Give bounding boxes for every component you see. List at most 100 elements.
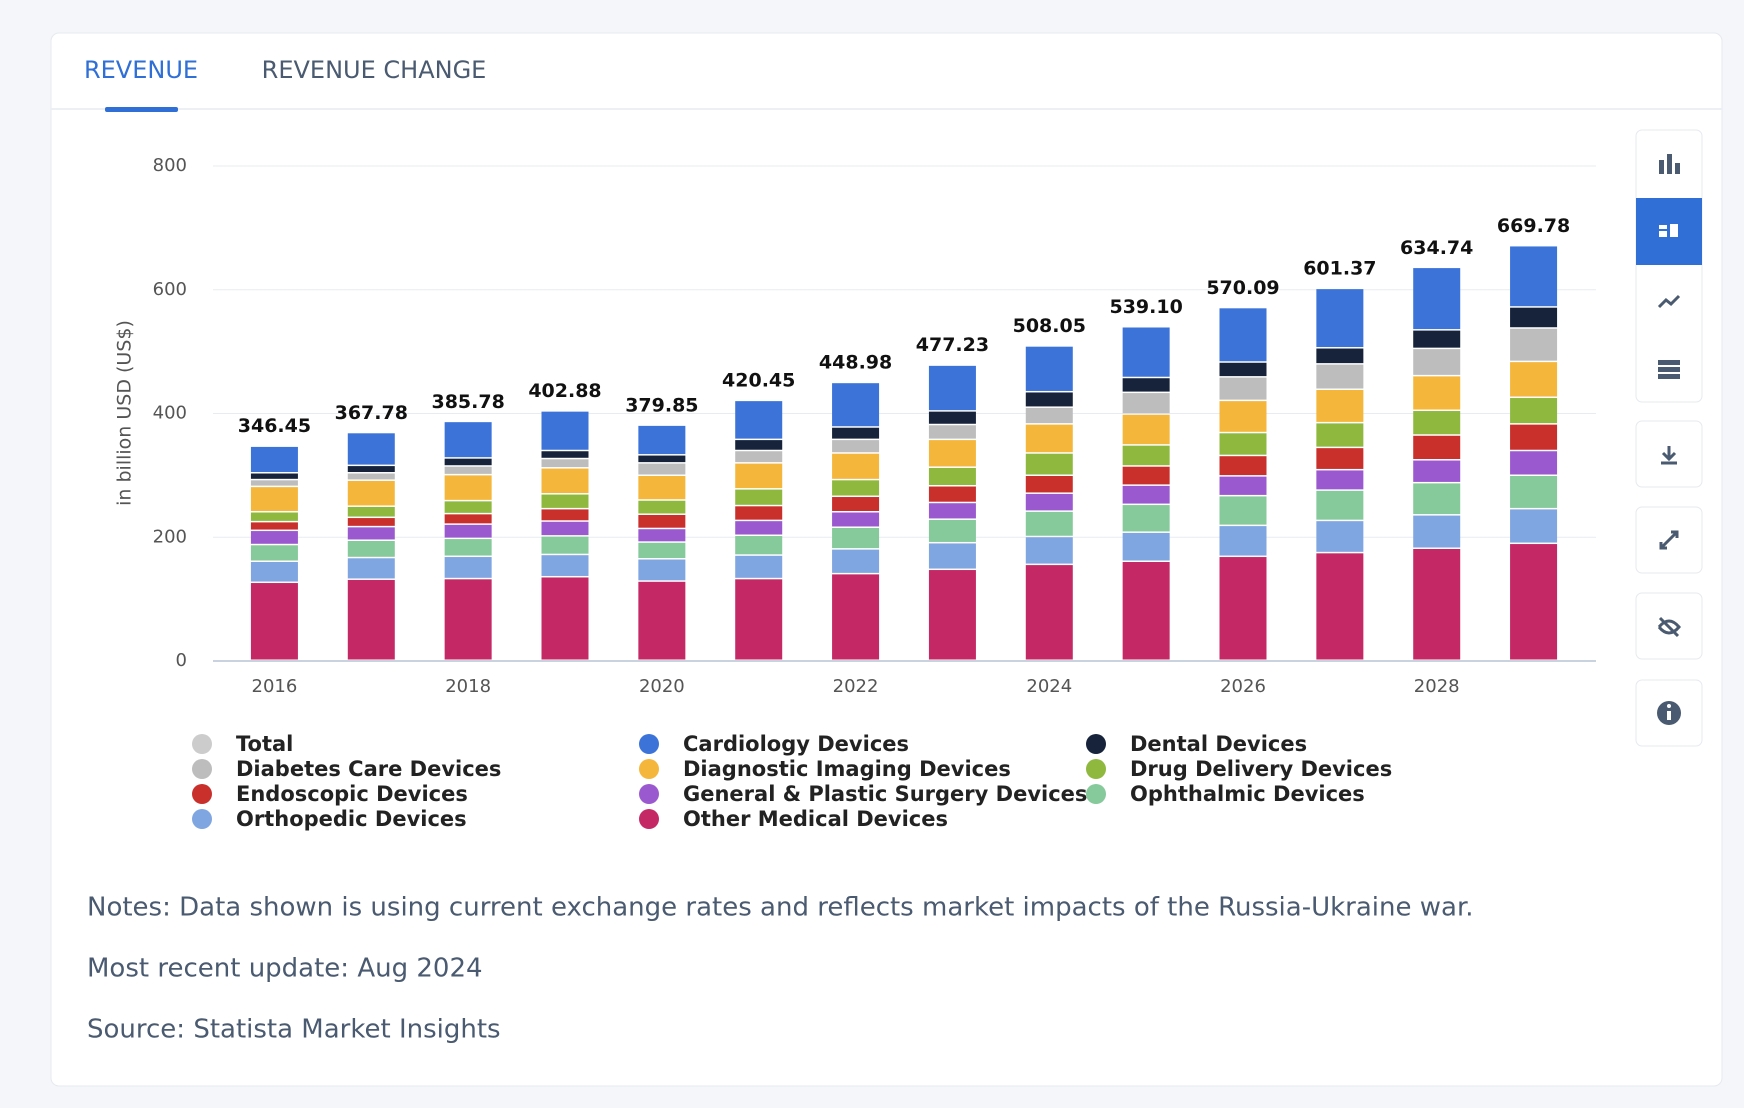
bar-segment [444, 524, 492, 538]
legend-marker[interactable] [639, 809, 659, 829]
bar-segment [1316, 521, 1364, 552]
bar-segment [1122, 327, 1170, 377]
bar-segment [832, 512, 880, 527]
tab-revenue[interactable]: REVENUE [84, 56, 198, 84]
total-label: 539.10 [1109, 296, 1182, 318]
bar-segment [735, 489, 783, 505]
bar-segment [1510, 328, 1558, 361]
bar-segment [1316, 448, 1364, 469]
legend-marker[interactable] [192, 734, 212, 754]
legend-label[interactable]: General & Plastic Surgery Devices [683, 782, 1087, 806]
bar-segment [928, 365, 976, 411]
stacked-view-button[interactable] [1636, 198, 1702, 265]
bar-segment [832, 453, 880, 479]
bar-segment [250, 487, 298, 511]
bar-segment [1219, 362, 1267, 377]
legend-marker[interactable] [192, 759, 212, 779]
bar-segment [1413, 330, 1461, 348]
legend-marker[interactable] [192, 809, 212, 829]
legend-marker[interactable] [1086, 734, 1106, 754]
bar-segment [832, 549, 880, 573]
bar-segment [638, 581, 686, 660]
bar-segment [735, 555, 783, 578]
bar-segment [1122, 393, 1170, 414]
bar-segment [1510, 544, 1558, 660]
tab-revenue-change[interactable]: REVENUE CHANGE [262, 56, 487, 84]
legend-marker[interactable] [639, 734, 659, 754]
bar-segment [1219, 308, 1267, 362]
bar-segment [1025, 346, 1073, 391]
legend-marker[interactable] [192, 784, 212, 804]
bar-segment [1122, 466, 1170, 485]
bar-segment [735, 440, 783, 450]
legend-marker[interactable] [639, 759, 659, 779]
legend-marker[interactable] [1086, 759, 1106, 779]
bar-segment [541, 411, 589, 450]
legend-label[interactable]: Total [236, 732, 293, 756]
bar-segment [444, 579, 492, 660]
total-label: 367.78 [335, 402, 408, 424]
info-glyph [1667, 711, 1671, 720]
note: Notes: Data shown is using current excha… [87, 893, 1474, 923]
bar-segment [444, 539, 492, 556]
bar-segment [1219, 456, 1267, 476]
bar-segment [735, 536, 783, 555]
bar-segment [347, 480, 395, 506]
bar-segment [638, 529, 686, 542]
legend-label[interactable]: Diabetes Care Devices [236, 757, 501, 781]
bar-segment [1510, 362, 1558, 397]
bar-segment [1025, 475, 1073, 493]
legend-label[interactable]: Diagnostic Imaging Devices [683, 757, 1011, 781]
legend-label[interactable]: Cardiology Devices [683, 732, 909, 756]
bar-segment [347, 518, 395, 526]
bar-segment [735, 463, 783, 489]
bar-segment [541, 521, 589, 536]
bar-segment [928, 411, 976, 424]
bar-segment [1122, 562, 1170, 660]
legend-label[interactable]: Endoscopic Devices [236, 782, 468, 806]
legend-label[interactable]: Drug Delivery Devices [1130, 757, 1392, 781]
bar-segment [444, 422, 492, 458]
bar-segment [1316, 364, 1364, 389]
bar-segment [347, 527, 395, 540]
bar-segment [250, 531, 298, 544]
bar-segment [638, 514, 686, 528]
bar-segment [638, 475, 686, 500]
legend-marker[interactable] [639, 784, 659, 804]
bar-segment [1219, 557, 1267, 660]
note: Source: Statista Market Insights [87, 1015, 501, 1045]
legend-label[interactable]: Orthopedic Devices [236, 807, 467, 831]
bar-segment [735, 401, 783, 439]
bar-segment [638, 455, 686, 463]
line-view-button[interactable] [1657, 294, 1681, 309]
bar-segment [347, 466, 395, 473]
bar-view-button[interactable] [1659, 154, 1680, 174]
bar-segment [1413, 460, 1461, 482]
bar-segment [347, 506, 395, 517]
total-label: 346.45 [238, 415, 311, 437]
total-label: 570.09 [1206, 277, 1279, 299]
bar-segment [1219, 433, 1267, 455]
stacked-icon [1659, 224, 1678, 237]
bar-segment [1510, 398, 1558, 424]
bar-segment [444, 557, 492, 578]
bar-segment [1219, 476, 1267, 495]
bar-segment [541, 509, 589, 521]
table-view-button[interactable] [1658, 360, 1680, 379]
y-axis-title: in billion USD (US$) [114, 320, 136, 506]
y-tick-label: 0 [176, 650, 187, 671]
total-label: 379.85 [625, 394, 698, 416]
bar-segment [1510, 451, 1558, 475]
legend-label[interactable]: Dental Devices [1130, 732, 1307, 756]
bar-segment [832, 574, 880, 660]
legend-marker[interactable] [1086, 784, 1106, 804]
legend-label[interactable]: Other Medical Devices [683, 807, 948, 831]
x-tick-label: 2028 [1414, 676, 1460, 697]
info-dot [1667, 704, 1671, 708]
legend-label[interactable]: Ophthalmic Devices [1130, 782, 1365, 806]
bar-segment [444, 501, 492, 513]
y-tick-label: 600 [153, 279, 187, 300]
bar-segment [1413, 349, 1461, 375]
bar-segment [541, 555, 589, 576]
bar-segment [541, 451, 589, 458]
